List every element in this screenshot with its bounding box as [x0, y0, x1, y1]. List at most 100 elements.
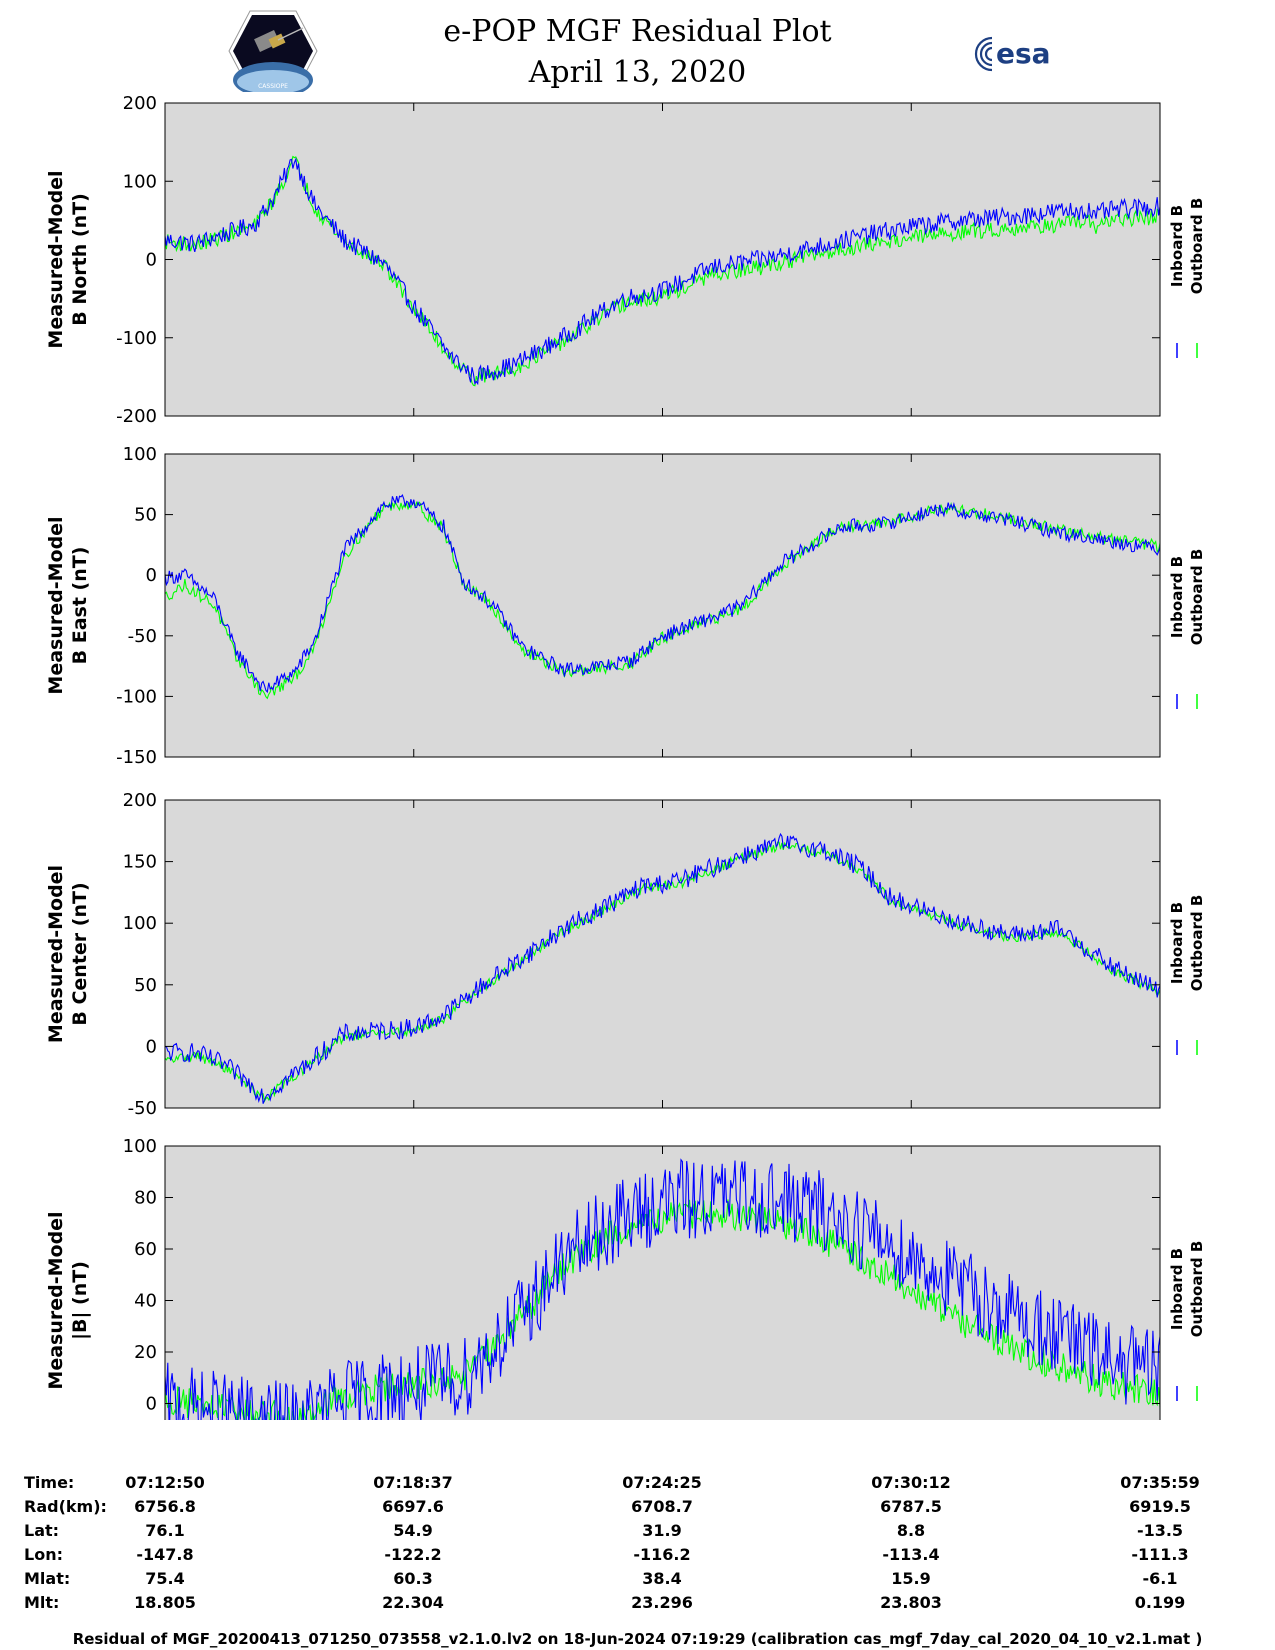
legend: Inboard B Outboard B: [1168, 198, 1206, 358]
info-row-value: 38.4: [642, 1569, 682, 1588]
plot-background: [165, 454, 1160, 757]
plot-background: [165, 1146, 1160, 1420]
info-row-value: 31.9: [642, 1521, 682, 1540]
info-row-label: Lat:: [24, 1521, 60, 1540]
legend-label-outboard: Outboard B: [1188, 1241, 1206, 1338]
info-row: Time: 07:12:50 07:18:37 07:24:25 07:30:12 07:…: [0, 1473, 1275, 1497]
legend: Inboard B Outboard B: [1168, 549, 1206, 709]
y-tick-label: 200: [123, 790, 157, 811]
info-row: Mlt: 18.805 22.304 23.296 23.803 0.199: [0, 1593, 1275, 1617]
legend-label-outboard: Outboard B: [1188, 895, 1206, 992]
info-row-value: 0.199: [1134, 1593, 1186, 1612]
info-row-value: 07:30:12: [871, 1473, 951, 1492]
legend-label-inboard: Inboard B: [1168, 902, 1186, 984]
info-row-value: 15.9: [891, 1569, 931, 1588]
info-row-value: 6697.6: [382, 1497, 444, 1516]
y-tick-label: 50: [134, 505, 157, 526]
plot-title: e-POP MGF Residual Plot: [443, 14, 832, 49]
y-tick-label: 80: [134, 1188, 157, 1209]
info-row-value: 18.805: [134, 1593, 196, 1612]
y-tick-label: 150: [123, 852, 157, 873]
info-row-value: 07:35:59: [1120, 1473, 1200, 1492]
series-line-inboard: [164, 832, 1161, 1104]
y-tick-label: -100: [116, 686, 157, 707]
cassiope-logo: CASSIOPE: [228, 10, 318, 92]
legend-label-inboard: Inboard B: [1168, 1248, 1186, 1330]
esa-logo: esa: [974, 36, 1051, 72]
y-tick-label: 100: [123, 913, 157, 934]
y-axis-label-line2: B East (nT): [69, 547, 91, 665]
plot-date: April 13, 2020: [528, 55, 747, 90]
info-row-value: 6756.8: [134, 1497, 196, 1516]
series-line-inboard: [164, 157, 1161, 386]
info-row-value: 6708.7: [631, 1497, 693, 1516]
series-line-inboard: [164, 494, 1161, 694]
series-line-inboard: [164, 1158, 1161, 1420]
info-row-value: 75.4: [145, 1569, 185, 1588]
info-row: Mlat: 75.4 60.3 38.4 15.9 -6.1: [0, 1569, 1275, 1593]
info-row-value: 6919.5: [1129, 1497, 1191, 1516]
info-row-label: Time:: [24, 1473, 75, 1492]
legend-label-outboard: Outboard B: [1188, 198, 1206, 295]
legend-label-inboard: Inboard B: [1168, 556, 1186, 638]
info-row-value: 76.1: [145, 1521, 185, 1540]
chart-panel-2: 100 50 0 -50 -100 -150 Measured-Model B East (n…: [45, 444, 1206, 768]
legend-label-outboard: Outboard B: [1188, 549, 1206, 646]
y-tick-label: -50: [128, 1098, 157, 1119]
y-tick-label: 0: [146, 250, 157, 271]
info-row-value: 22.304: [382, 1593, 444, 1612]
legend-label-inboard: Inboard B: [1168, 205, 1186, 287]
y-tick-label: -50: [128, 626, 157, 647]
y-tick-label: -200: [116, 406, 157, 427]
y-tick-label: 50: [134, 975, 157, 996]
chart-panel-3: 200 150 100 50 0 -50 Measured-Model B Center (n…: [45, 790, 1206, 1119]
y-axis-label-line1: Measured-Model: [45, 170, 67, 348]
info-row-value: 23.296: [631, 1593, 693, 1612]
y-tick-label: 0: [146, 565, 157, 586]
footer-caption: Residual of MGF_20200413_071250_073558_v…: [72, 1630, 1203, 1648]
y-axis-label-line2: B North (nT): [69, 193, 91, 326]
info-row: Lat: 76.1 54.9 31.9 8.8 -13.5: [0, 1521, 1275, 1545]
y-axis-label-line2: B Center (nT): [69, 882, 91, 1025]
info-row-value: 07:12:50: [125, 1473, 205, 1492]
info-row-value: -116.2: [633, 1545, 691, 1564]
info-row-value: -111.3: [1131, 1545, 1189, 1564]
y-tick-label: 40: [134, 1291, 157, 1312]
y-tick-label: -100: [116, 328, 157, 349]
chart-panel-1: 200 100 0 -100 -200 Measured-Model B North (nT…: [45, 93, 1206, 427]
y-tick-label: 60: [134, 1239, 157, 1260]
series-line-outboard: [164, 841, 1161, 1103]
y-tick-label: -150: [116, 747, 157, 768]
y-axis-label-line1: Measured-Model: [45, 865, 67, 1043]
esa-logo-text: esa: [996, 37, 1051, 70]
y-tick-label: 0: [146, 1036, 157, 1057]
info-row-label: Lon:: [24, 1545, 63, 1564]
y-axis-label-line2: |B| (nT): [69, 1261, 91, 1340]
info-row-value: 23.803: [880, 1593, 942, 1612]
y-tick-label: 100: [123, 1136, 157, 1157]
plot-background: [165, 103, 1160, 416]
info-row-value: -6.1: [1142, 1569, 1178, 1588]
legend: Inboard B Outboard B: [1168, 895, 1206, 1055]
info-row-value: 07:24:25: [622, 1473, 702, 1492]
info-row-value: 6787.5: [880, 1497, 942, 1516]
info-row-value: 07:18:37: [373, 1473, 453, 1492]
info-row-value: 54.9: [393, 1521, 433, 1540]
info-row-value: -147.8: [136, 1545, 194, 1564]
y-tick-label: 200: [123, 93, 157, 114]
plot-background: [165, 800, 1160, 1108]
y-tick-label: 100: [123, 171, 157, 192]
y-axis-label-line1: Measured-Model: [45, 516, 67, 694]
info-row-value: -113.4: [882, 1545, 940, 1564]
series-line-outboard: [164, 500, 1161, 700]
info-row-label: Mlt:: [24, 1593, 60, 1612]
info-row-label: Rad(km):: [24, 1497, 107, 1516]
info-row-value: 8.8: [896, 1521, 926, 1540]
legend: Inboard B Outboard B: [1168, 1241, 1206, 1401]
info-row-value: 60.3: [393, 1569, 433, 1588]
y-tick-label: 100: [123, 444, 157, 465]
info-row-value: -13.5: [1136, 1521, 1184, 1540]
info-row: Lon: -147.8 -122.2 -116.2 -113.4 -111.3: [0, 1545, 1275, 1569]
